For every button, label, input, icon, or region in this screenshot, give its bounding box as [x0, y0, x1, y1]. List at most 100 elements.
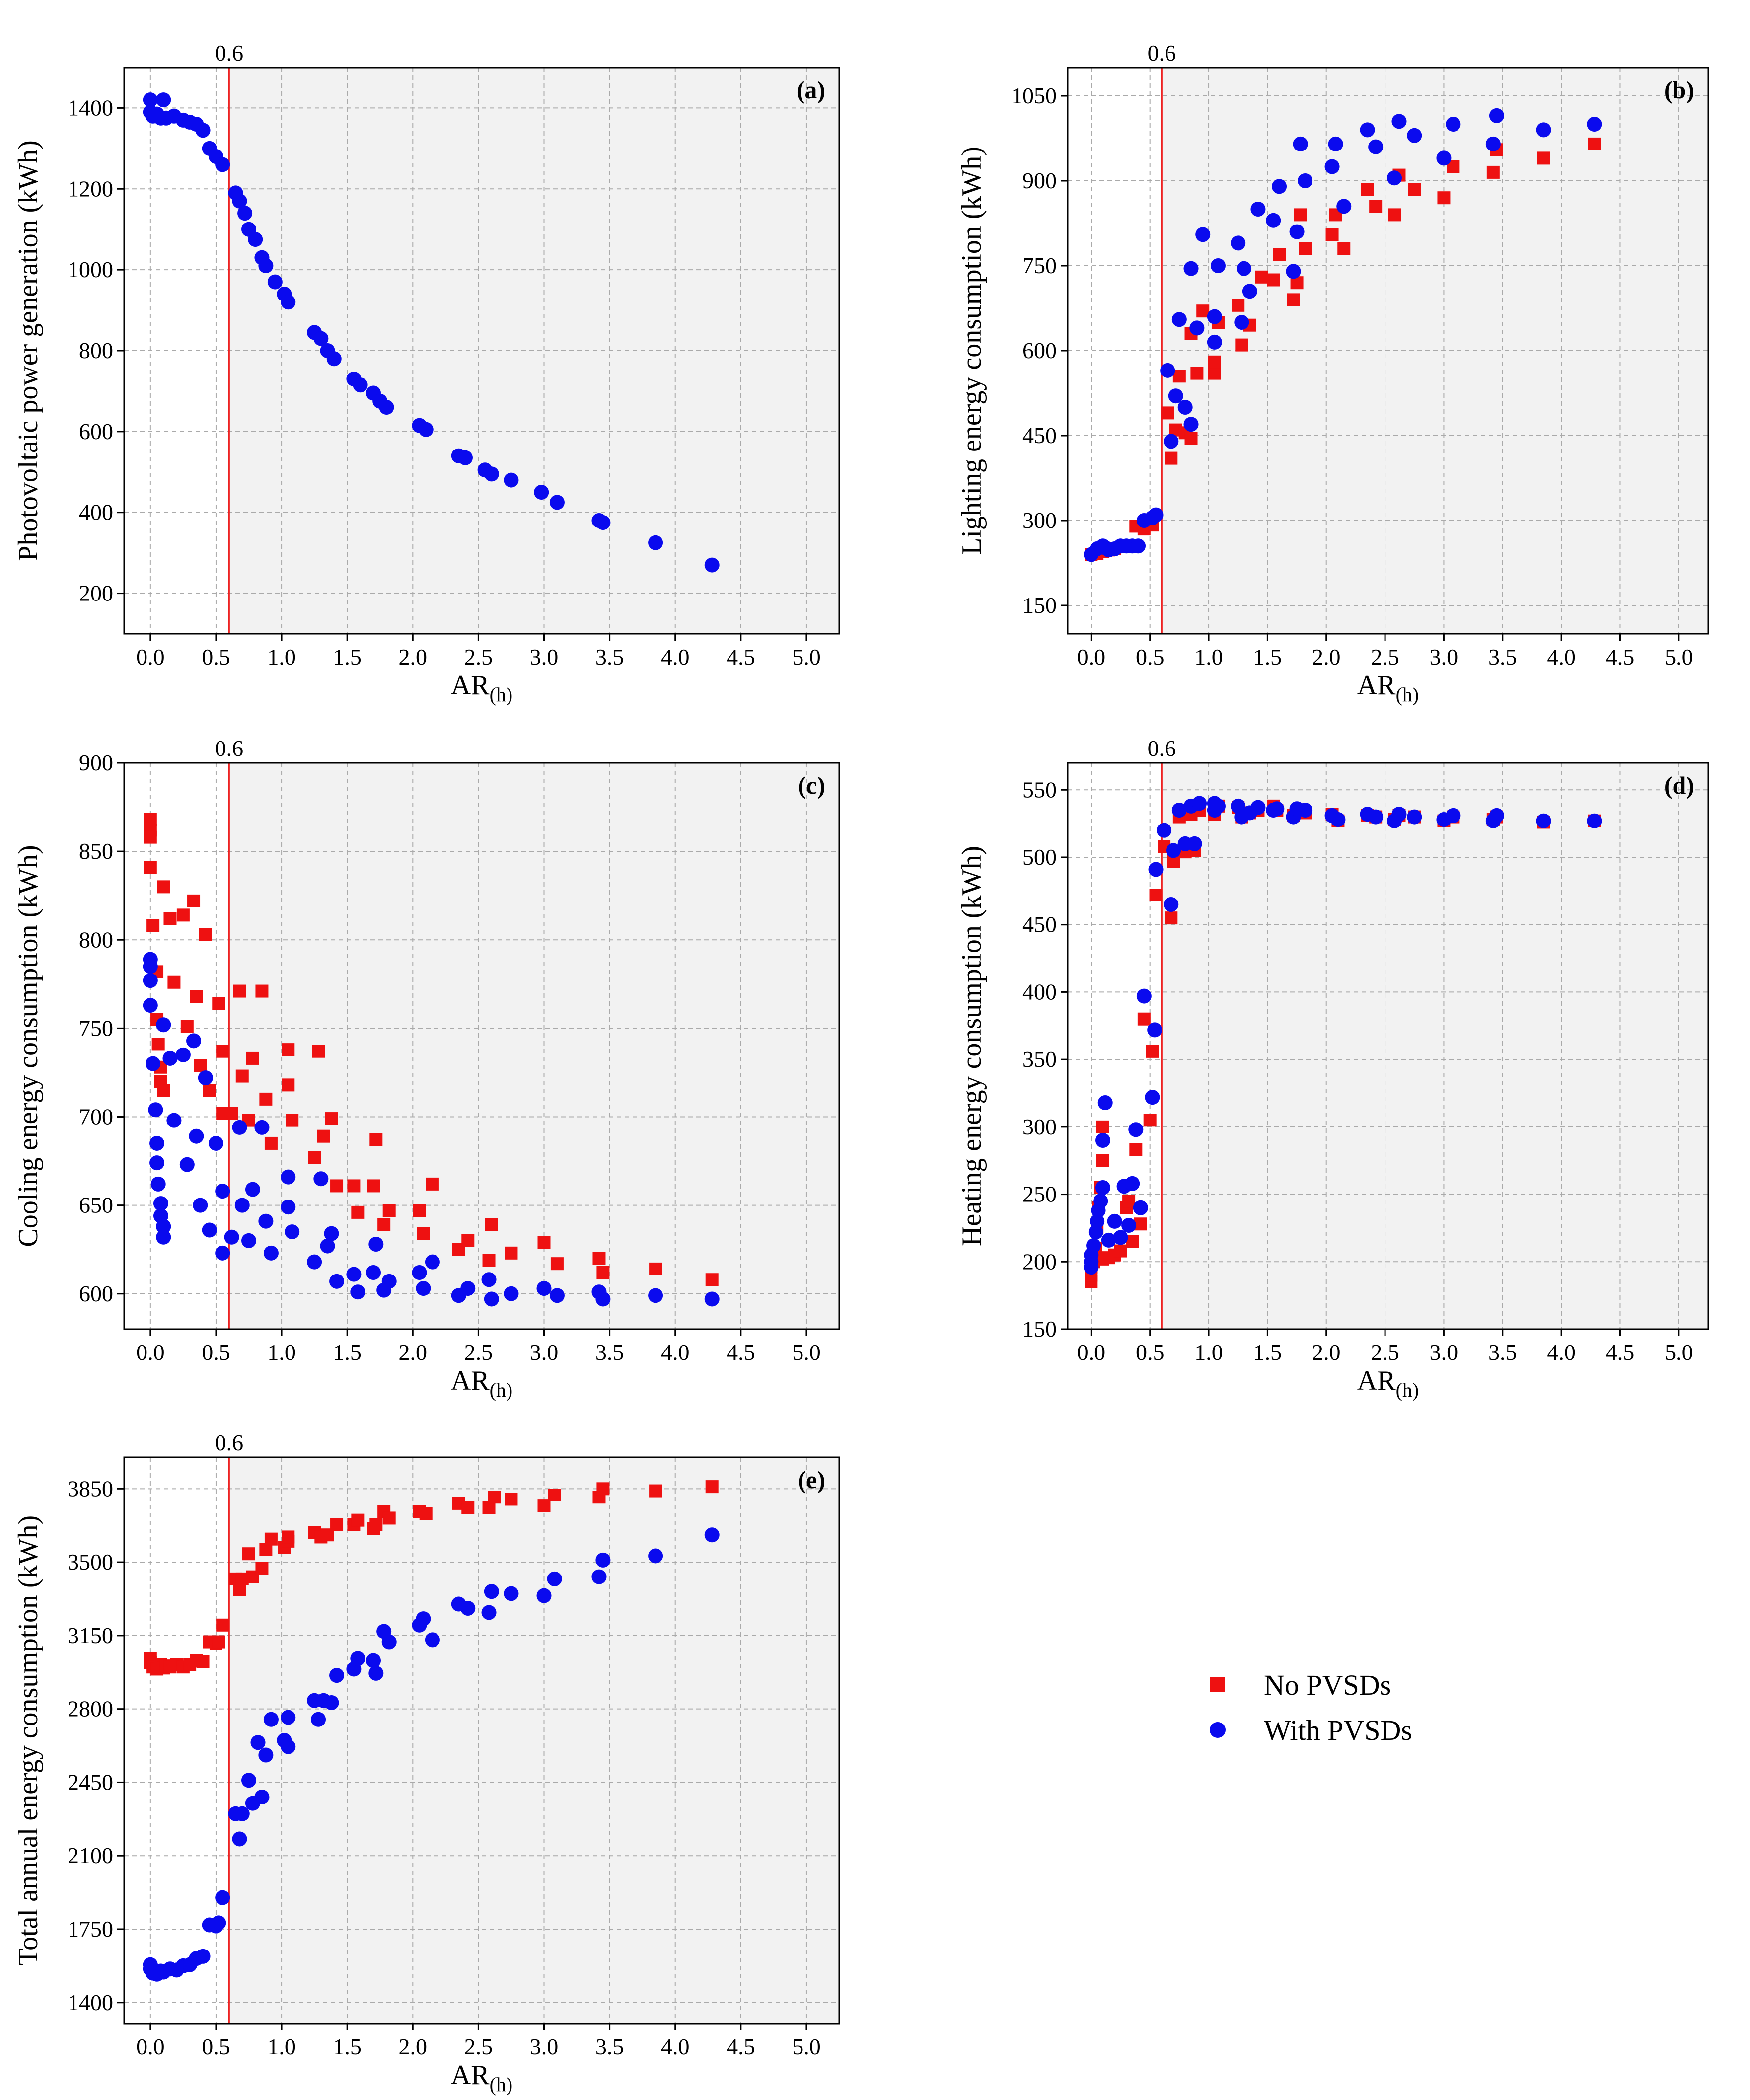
data-point-circle [1387, 170, 1402, 186]
data-point-square [282, 1043, 295, 1056]
data-point-circle [381, 1634, 397, 1650]
x-tick-label: 3.0 [1430, 644, 1458, 670]
y-axis-title: Cooling energy consumption (kWh) [13, 845, 44, 1247]
data-point-circle [179, 1157, 195, 1172]
data-point-square [485, 1218, 498, 1231]
data-point-circle [1368, 809, 1384, 825]
x-tick-label: 1.5 [1253, 644, 1282, 670]
x-tick-label: 3.0 [530, 2034, 559, 2059]
data-point-circle [457, 450, 473, 465]
data-point-square [1126, 1235, 1139, 1248]
data-point-square [212, 997, 225, 1010]
y-tick-label: 800 [79, 338, 113, 363]
data-point-circle [329, 1274, 345, 1289]
data-point-circle [595, 1552, 611, 1568]
data-point-circle [254, 1790, 270, 1804]
data-point-circle [215, 1245, 230, 1261]
data-point-circle [1489, 808, 1504, 823]
data-point-circle [549, 1288, 565, 1303]
data-point-circle [232, 1831, 247, 1847]
x-tick-label: 3.0 [530, 644, 559, 670]
data-point-square [382, 1204, 396, 1217]
data-point-square [1137, 1012, 1151, 1026]
y-tick-label: 150 [1022, 593, 1057, 618]
data-point-square [330, 1518, 344, 1531]
y-tick-label: 900 [79, 750, 113, 775]
threshold-label: 0.6 [215, 1430, 244, 1455]
panel-b: 0.6 0.0 0.5 1.0 1.5 2.0 2.5 3.0 3.5 4.0 4.5 5.0 150 3… [956, 40, 1709, 706]
x-tick-label: 2.5 [1371, 644, 1399, 670]
data-point-circle [148, 1102, 163, 1118]
data-point-square [196, 1655, 210, 1668]
data-point-square [1361, 183, 1374, 196]
y-tick-label: 300 [1022, 1114, 1057, 1139]
data-point-circle [704, 1527, 720, 1543]
data-point-square [1588, 137, 1601, 150]
data-point-circle [366, 1653, 381, 1668]
y-axis-title: Lighting energy consumption (kWh) [956, 147, 987, 555]
data-point-circle [1391, 114, 1407, 129]
data-point-square [426, 1177, 439, 1191]
x-tick-label: 2.5 [464, 644, 493, 670]
data-point-square [369, 1518, 383, 1531]
series-with-pvsds [143, 92, 720, 573]
data-point-square [180, 1020, 194, 1033]
data-point-circle [1324, 159, 1340, 174]
data-point-circle [346, 1267, 362, 1282]
x-tick-label: 5.0 [792, 1340, 821, 1365]
data-point-circle [1095, 1180, 1111, 1195]
data-point-square [1096, 1154, 1110, 1167]
x-tick-label: 5.0 [1665, 644, 1693, 670]
x-tick-label: 0.0 [1077, 644, 1106, 670]
data-point-square [255, 1562, 269, 1575]
x-tick-label: 1.0 [1194, 1340, 1223, 1365]
data-point-square [1235, 338, 1248, 352]
y-axis-title: Heating energy consumption (kWh) [956, 846, 987, 1246]
y-tick-label: 300 [1022, 508, 1057, 533]
data-point-circle [1160, 363, 1175, 378]
data-point-square [1208, 355, 1221, 369]
data-point-circle [368, 1665, 384, 1681]
data-point-square [1190, 367, 1204, 380]
data-point-square [1255, 270, 1268, 284]
x-tick-label: 5.0 [1665, 1340, 1693, 1365]
data-point-square [163, 912, 177, 925]
data-point-circle [1189, 320, 1205, 336]
data-point-circle [1093, 1194, 1108, 1209]
data-point-square [212, 1635, 225, 1649]
data-point-circle [1237, 261, 1252, 276]
data-point-square [1287, 293, 1300, 306]
data-point-circle [412, 1265, 427, 1280]
data-point-circle [307, 1254, 322, 1270]
data-point-square [1149, 889, 1163, 901]
data-point-circle [285, 1224, 300, 1240]
y-tick-label: 2100 [68, 1843, 113, 1868]
data-point-circle [1231, 235, 1246, 251]
data-point-circle [189, 1128, 204, 1144]
data-point-circle [1298, 803, 1313, 818]
y-tick-label: 400 [79, 500, 113, 525]
data-point-square [199, 928, 212, 941]
x-axis-title: AR(h) [1357, 1365, 1419, 1401]
data-point-circle [143, 998, 158, 1013]
y-tick-label: 3850 [68, 1476, 113, 1501]
data-point-square [1486, 165, 1500, 179]
data-point-square [417, 1227, 430, 1240]
data-point-circle [156, 92, 171, 108]
data-point-square [151, 1038, 165, 1051]
data-point-square [548, 1489, 561, 1501]
data-point-circle [1446, 808, 1461, 823]
panel-label: (b) [1664, 76, 1694, 104]
x-tick-label: 3.0 [530, 1340, 559, 1365]
data-point-circle [215, 1184, 230, 1199]
x-tick-label: 1.0 [267, 2034, 296, 2059]
data-point-circle [324, 1695, 339, 1710]
data-point-square [1273, 248, 1286, 261]
legend-circle-marker [1210, 1722, 1226, 1738]
data-point-circle [350, 1651, 365, 1666]
data-point-circle [418, 422, 434, 437]
data-point-square [1408, 183, 1421, 196]
data-point-circle [484, 1584, 499, 1599]
data-point-square [1122, 1195, 1136, 1208]
x-tick-label: 0.0 [1077, 1340, 1106, 1365]
